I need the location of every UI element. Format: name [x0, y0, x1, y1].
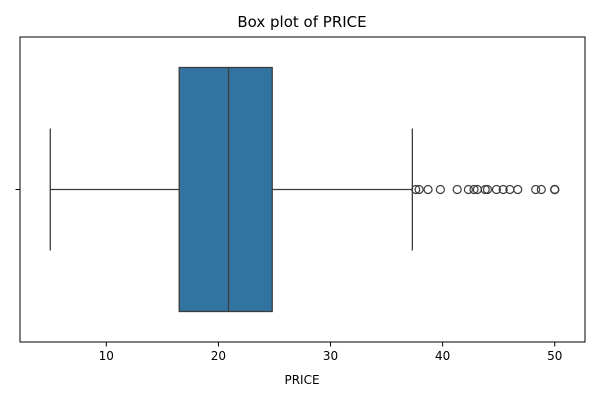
x-tick-label: 10 [99, 349, 114, 363]
outlier-point [550, 184, 560, 195]
outlier-point [423, 184, 433, 195]
outlier-point [531, 184, 541, 195]
outlier-point [491, 184, 502, 195]
iqr-box [178, 66, 273, 313]
x-tick-label: 50 [547, 349, 562, 363]
x-tick-label: 30 [323, 349, 338, 363]
outlier-point [536, 184, 546, 195]
x-axis-label: PRICE [284, 373, 319, 387]
outlier-point [414, 184, 424, 195]
outlier-point [513, 184, 523, 195]
chart-title: Box plot of PRICE [237, 13, 366, 31]
outlier-point [482, 184, 493, 195]
outlier-point [498, 184, 508, 195]
outlier-point [469, 184, 479, 195]
outlier-point [452, 184, 462, 195]
outlier-point [411, 184, 421, 195]
x-tick-label: 40 [435, 349, 450, 363]
outlier-point [463, 184, 474, 195]
x-tick-label: 20 [211, 349, 226, 363]
outlier-point [435, 184, 445, 195]
